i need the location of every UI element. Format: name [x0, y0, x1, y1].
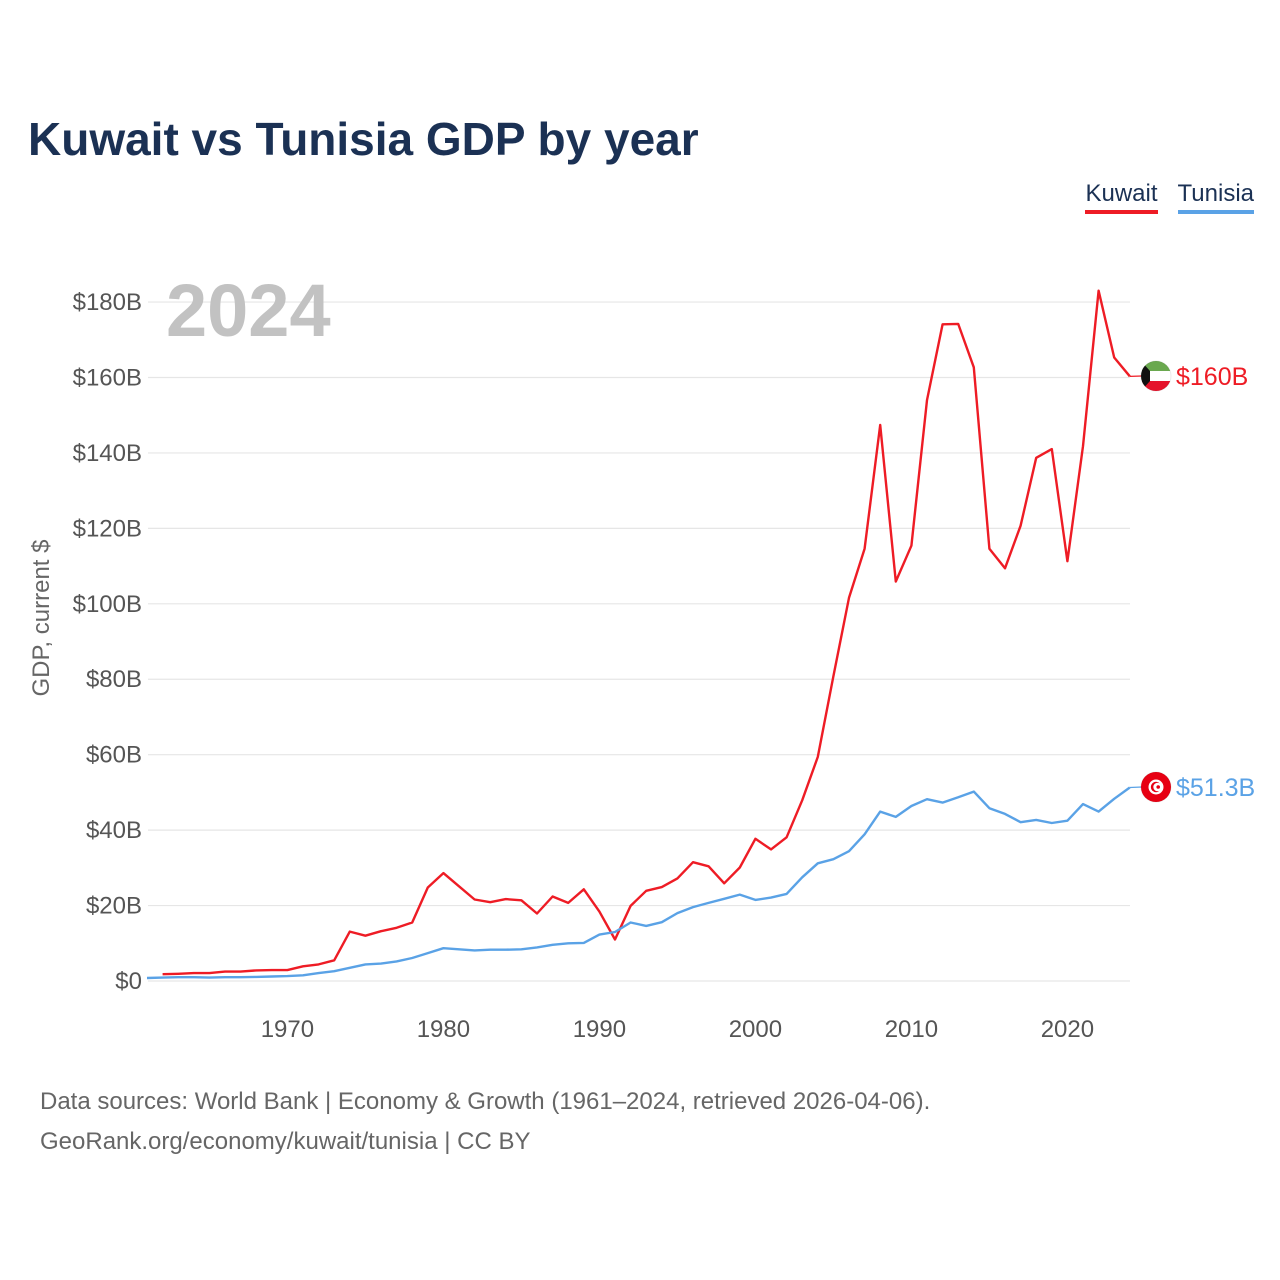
y-tick-label: $20B — [86, 893, 142, 920]
kuwait-flag-icon — [1140, 360, 1172, 392]
y-axis-ticks: $0 $20B $40B $60B $80B $100B $120B $140B $160B $1… — [73, 289, 142, 995]
x-tick-label: 1980 — [417, 1016, 470, 1043]
y-tick-label: $40B — [86, 817, 142, 844]
tunisia-flag-icon — [1140, 771, 1172, 803]
x-tick-label: 2020 — [1041, 1016, 1094, 1043]
legend-item-tunisia[interactable]: Tunisia — [1177, 180, 1254, 214]
gridlines — [148, 301, 1130, 982]
legend: Kuwait Tunisia — [1085, 180, 1254, 214]
y-tick-label: $60B — [86, 742, 142, 769]
y-tick-label: $80B — [86, 666, 142, 693]
y-tick-label: $0 — [115, 968, 142, 995]
x-tick-label: 2000 — [729, 1016, 782, 1043]
series-lines — [146, 289, 1131, 980]
source-line-2[interactable]: GeoRank.org/economy/kuwait/tunisia | CC … — [40, 1128, 531, 1155]
year-label: 2024 — [166, 269, 331, 352]
x-tick-label: 1990 — [573, 1016, 626, 1043]
chart-title: Kuwait vs Tunisia GDP by year — [28, 113, 699, 165]
series-line-tunisia[interactable] — [146, 786, 1131, 980]
end-value-label-kuwait: $160B — [1176, 363, 1248, 391]
y-tick-label: $120B — [73, 515, 142, 542]
series-line-kuwait[interactable] — [162, 289, 1131, 976]
series-end-markers: $160B $51.3B — [1129, 360, 1255, 803]
legend-item-kuwait[interactable]: Kuwait — [1085, 180, 1158, 214]
x-axis-ticks: 1970 1980 1990 2000 2010 2020 — [261, 1016, 1094, 1043]
end-value-label-tunisia: $51.3B — [1176, 774, 1255, 802]
source-note: Data sources: World Bank | Economy & Gro… — [40, 1082, 930, 1162]
y-tick-label: $140B — [73, 440, 142, 467]
y-tick-label: $160B — [73, 364, 142, 391]
y-tick-label: $100B — [73, 591, 142, 618]
x-tick-label: 1970 — [261, 1016, 314, 1043]
x-tick-label: 2010 — [885, 1016, 938, 1043]
y-tick-label: $180B — [73, 289, 142, 316]
source-line-1: Data sources: World Bank | Economy & Gro… — [40, 1088, 931, 1115]
